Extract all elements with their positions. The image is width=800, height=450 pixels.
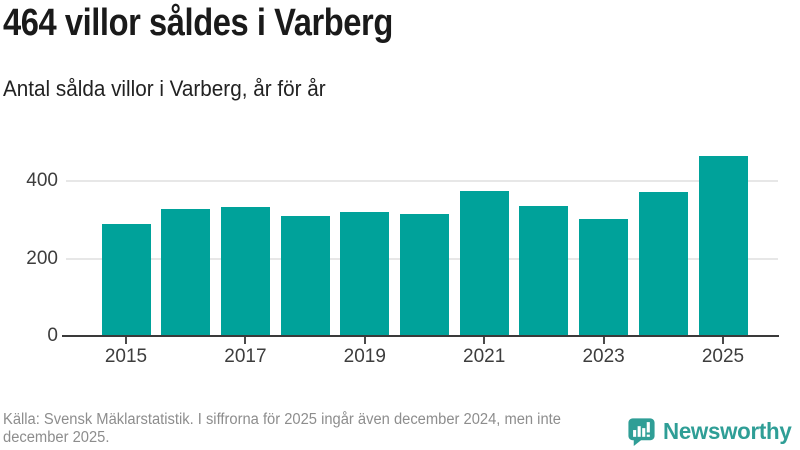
bar-2023 [579, 219, 629, 336]
x-tick-label-2017: 2017 [224, 346, 267, 367]
x-tick-2015 [125, 337, 127, 344]
x-tick-2017 [244, 337, 247, 344]
x-tick-label-2021: 2021 [463, 346, 506, 367]
y-tick-label-200: 200 [26, 247, 58, 269]
y-tick-label-0: 0 [47, 325, 58, 346]
x-tick-label-2023: 2023 [582, 346, 625, 367]
x-tick-2019 [363, 337, 366, 344]
newsworthy-icon [627, 417, 655, 446]
x-tick-2021 [483, 337, 486, 344]
chart-title: 464 villor såldes i Varberg [3, 2, 393, 44]
bar-2016 [161, 209, 211, 336]
bar-2022 [519, 206, 569, 336]
newsworthy-logo: Newsworthy [626, 415, 795, 447]
bar-2019 [340, 212, 390, 336]
speech-bubble-shape [627, 417, 655, 446]
bar-2024 [638, 192, 688, 336]
x-tick-label-2019: 2019 [343, 346, 386, 367]
x-tick-label-2025: 2025 [701, 346, 745, 367]
bar-2021 [459, 191, 509, 336]
gridline-400 [66, 180, 778, 182]
chart-subtitle: Antal sålda villor i Varberg, år för år [3, 76, 326, 101]
bar-2025 [698, 156, 748, 336]
y-tick-label-400: 400 [26, 170, 58, 191]
x-tick-2023 [602, 337, 605, 344]
x-axis-line [62, 335, 779, 337]
x-tick-2025 [722, 337, 724, 344]
source-note: Källa: Svensk Mäklarstatistik. I siffror… [3, 411, 561, 446]
bar-2020 [400, 213, 449, 336]
bar-2015 [101, 223, 151, 336]
x-tick-label-2015: 2015 [104, 346, 148, 367]
bar-2018 [280, 216, 330, 336]
newsworthy-wordmark: Newsworthy [662, 417, 792, 444]
bar-2017 [220, 206, 270, 336]
